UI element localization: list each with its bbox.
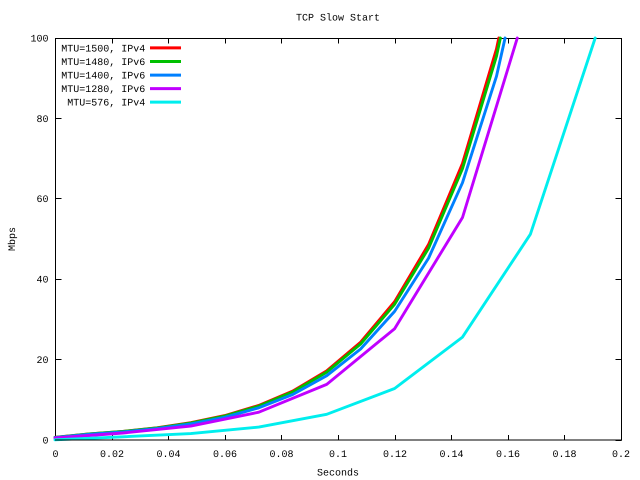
svg-text:0.2: 0.2 [612,450,630,461]
svg-text:0.14: 0.14 [439,450,463,461]
svg-text:100: 100 [30,35,48,46]
svg-text:MTU=1480, IPv6: MTU=1480, IPv6 [61,58,145,69]
svg-text:TCP Slow Start: TCP Slow Start [296,12,380,24]
svg-text:0.16: 0.16 [496,450,520,461]
svg-text:0.12: 0.12 [383,450,407,461]
svg-text:MTU=1280, IPv6: MTU=1280, IPv6 [61,85,145,96]
svg-text:0.1: 0.1 [329,450,347,461]
svg-text:0.02: 0.02 [100,450,124,461]
svg-text:0: 0 [42,437,48,448]
svg-text:0.18: 0.18 [552,450,576,461]
svg-text:60: 60 [36,195,48,206]
svg-text:0.04: 0.04 [156,450,180,461]
svg-text:0.08: 0.08 [269,450,293,461]
svg-text:80: 80 [36,115,48,126]
svg-text:0: 0 [52,450,58,461]
svg-text:40: 40 [36,276,48,287]
svg-text:0.06: 0.06 [213,450,237,461]
svg-text:20: 20 [36,356,48,367]
svg-text:Mbps: Mbps [7,227,19,251]
svg-text:Seconds: Seconds [317,467,359,479]
svg-text:MTU=576, IPv4: MTU=576, IPv4 [67,99,145,110]
svg-text:MTU=1500, IPv4: MTU=1500, IPv4 [61,44,145,55]
svg-text:MTU=1400, IPv6: MTU=1400, IPv6 [61,72,145,83]
